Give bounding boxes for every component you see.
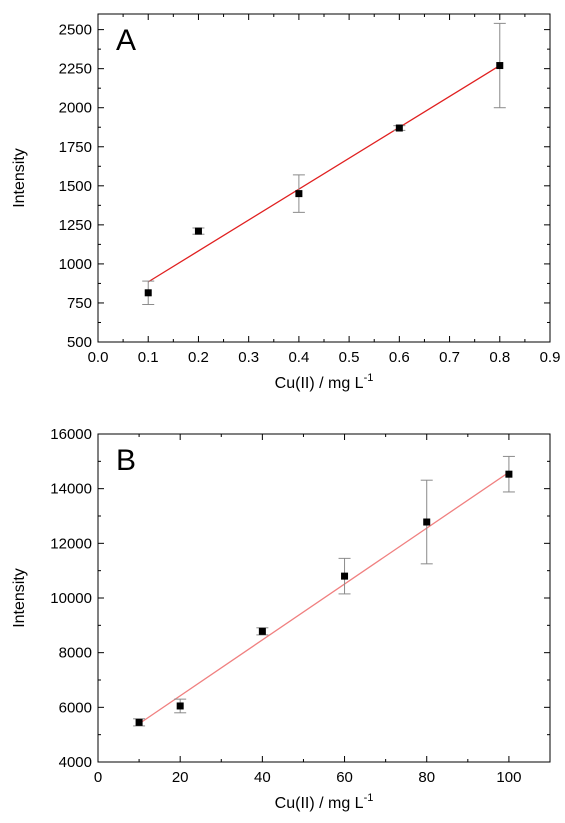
y-tick-label-b: 16000 bbox=[50, 426, 92, 443]
x-tick-label-a: 0.0 bbox=[88, 349, 109, 366]
y-tick-label-a: 1250 bbox=[59, 217, 92, 234]
y-tick-label-b: 12000 bbox=[50, 535, 92, 552]
fit-line-a bbox=[147, 64, 501, 283]
y-tick-layer-b: 4000 6000 8000 10000 12000 14000 16000 bbox=[50, 426, 550, 771]
error-bar-layer-b bbox=[133, 455, 515, 727]
chart-panel-a: 0.0 0.1 0.2 0.3 0.4 0.5 0.6 0.7 0.8 0.9 500 750 100… bbox=[11, 13, 561, 392]
y-tick-label-a: 1500 bbox=[59, 178, 92, 195]
x-tick-label-a: 0.1 bbox=[138, 349, 159, 366]
y-tick-layer-a: 500 750 1000 1250 1500 1750 2000 2250 2500 bbox=[59, 22, 550, 351]
y-tick-label-b: 4000 bbox=[59, 754, 92, 771]
data-point-a bbox=[395, 124, 403, 132]
data-point-a bbox=[194, 227, 202, 235]
x-axis-label-a: Cu(II) / mg L-1 bbox=[275, 372, 374, 392]
y-tick-label-a: 1000 bbox=[59, 256, 92, 273]
x-tick-label-b: 100 bbox=[496, 769, 521, 786]
x-tick-label-b: 80 bbox=[418, 769, 435, 786]
panel-label-b: B bbox=[116, 444, 136, 477]
x-tick-label-a: 0.3 bbox=[238, 349, 259, 366]
fit-line-layer-a bbox=[147, 64, 501, 283]
x-tick-label-a: 0.7 bbox=[439, 349, 460, 366]
x-tick-label-a: 0.6 bbox=[389, 349, 410, 366]
y-tick-label-a: 750 bbox=[67, 295, 92, 312]
x-tick-label-a: 0.4 bbox=[288, 349, 309, 366]
data-point-a bbox=[295, 190, 303, 198]
y-tick-label-b: 10000 bbox=[50, 590, 92, 607]
data-point-b bbox=[135, 718, 143, 726]
error-bar-layer-a bbox=[142, 22, 506, 306]
data-point-a bbox=[144, 289, 152, 297]
x-axis-label-superscript-a: -1 bbox=[364, 372, 374, 384]
chart-panel-b: 0 20 40 60 80 100 4000 6000 8000 10000 12000 14000… bbox=[11, 426, 551, 812]
y-tick-label-b: 8000 bbox=[59, 645, 92, 662]
x-tick-label-a: 0.5 bbox=[339, 349, 360, 366]
x-tick-layer-a: 0.0 0.1 0.2 0.3 0.4 0.5 0.6 0.7 0.8 0.9 bbox=[88, 14, 561, 366]
data-point-b bbox=[258, 627, 266, 635]
y-tick-label-a: 2250 bbox=[59, 61, 92, 78]
data-point-b bbox=[423, 518, 431, 526]
x-axis-label-b: Cu(II) / mg L-1 bbox=[275, 792, 374, 812]
data-point-layer-b bbox=[135, 470, 513, 726]
x-tick-label-a: 0.2 bbox=[188, 349, 209, 366]
x-tick-layer-b: 0 20 40 60 80 100 bbox=[94, 434, 551, 786]
data-point-a bbox=[496, 62, 504, 70]
y-tick-label-b: 6000 bbox=[59, 699, 92, 716]
plot-frame-a bbox=[97, 13, 551, 343]
x-tick-label-b: 40 bbox=[254, 769, 271, 786]
y-tick-label-a: 1750 bbox=[59, 139, 92, 156]
panel-label-a: A bbox=[116, 24, 136, 57]
data-point-layer-a bbox=[144, 62, 504, 297]
x-tick-label-a: 0.8 bbox=[489, 349, 510, 366]
data-point-b bbox=[176, 702, 184, 710]
y-tick-label-b: 14000 bbox=[50, 481, 92, 498]
x-tick-label-b: 60 bbox=[336, 769, 353, 786]
y-tick-label-a: 2000 bbox=[59, 100, 92, 117]
data-point-b bbox=[505, 470, 513, 478]
y-tick-label-a: 2500 bbox=[59, 22, 92, 39]
data-point-b bbox=[341, 572, 349, 580]
y-tick-label-a: 500 bbox=[67, 334, 92, 351]
x-axis-label-superscript-b: -1 bbox=[364, 792, 374, 804]
fit-line-layer-b bbox=[138, 471, 510, 725]
x-tick-label-b: 20 bbox=[172, 769, 189, 786]
x-tick-label-b: 0 bbox=[94, 769, 102, 786]
fit-line-b bbox=[138, 471, 510, 725]
y-axis-label-b: Intensity bbox=[11, 568, 28, 628]
y-axis-label-a: Intensity bbox=[11, 148, 28, 208]
x-tick-label-a: 0.9 bbox=[540, 349, 561, 366]
